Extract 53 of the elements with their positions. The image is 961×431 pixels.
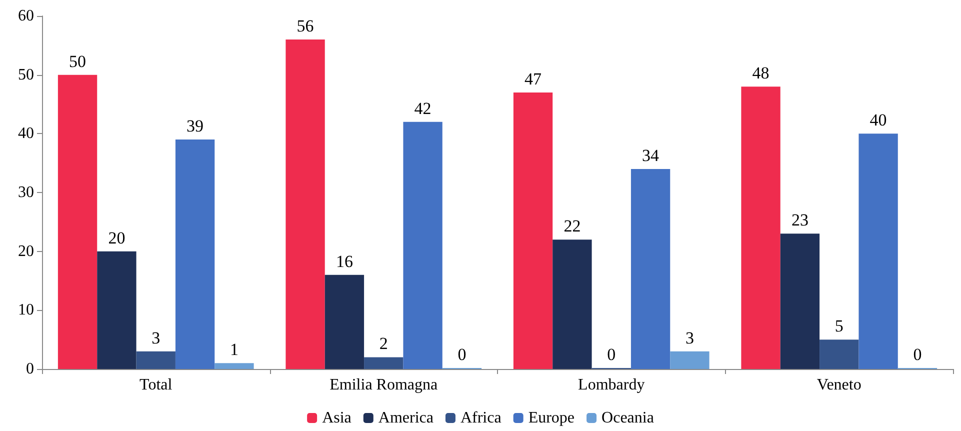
data-label: 20 [108, 228, 126, 248]
y-tick-label: 60 [18, 8, 34, 24]
data-label: 0 [913, 345, 922, 364]
bar [552, 240, 592, 369]
data-label: 2 [379, 334, 388, 354]
bar [780, 234, 820, 369]
data-label: 0 [458, 345, 466, 364]
bar [324, 274, 364, 369]
bar [58, 74, 98, 369]
bar [97, 251, 136, 369]
bar [630, 168, 670, 369]
data-label: 3 [152, 328, 160, 348]
data-label: 0 [607, 345, 616, 364]
data-label: 1 [230, 340, 238, 360]
x-tick-label: Lombardy [578, 376, 645, 394]
x-tick-label: Veneto [816, 376, 862, 394]
bar [214, 363, 254, 369]
legend-label: Europe [528, 410, 575, 426]
x-tick-label: Emilia Romagna [330, 376, 438, 394]
bar [820, 340, 859, 369]
bar [364, 357, 404, 369]
y-tick-label: 30 [18, 184, 34, 201]
data-label: 39 [186, 116, 204, 136]
data-label: 16 [336, 252, 353, 271]
data-label: 47 [524, 69, 542, 88]
bar [858, 134, 898, 369]
y-tick-label: 0 [26, 360, 34, 378]
data-label: 3 [685, 328, 694, 348]
bar [175, 140, 215, 369]
data-label: 22 [564, 216, 581, 236]
bar [513, 92, 553, 369]
data-label: 23 [791, 210, 808, 230]
data-label: 5 [834, 316, 844, 336]
bar [403, 122, 442, 369]
data-label: 34 [642, 146, 660, 165]
data-label: 56 [296, 16, 314, 36]
x-tick-label: Total [140, 376, 173, 394]
legend-label: Oceania [602, 410, 654, 426]
y-tick-label: 50 [18, 66, 34, 84]
data-label: 40 [870, 110, 887, 130]
data-label: 48 [752, 64, 770, 83]
bar [286, 40, 325, 369]
y-tick-label: 20 [18, 242, 34, 260]
y-tick-label: 10 [18, 302, 34, 319]
data-label: 42 [414, 98, 432, 118]
bar [741, 86, 780, 369]
bar [670, 351, 710, 369]
data-label: 50 [69, 52, 86, 71]
legend-label: Africa [460, 410, 502, 426]
bar [136, 351, 176, 369]
legend-label: Asia [322, 410, 352, 426]
y-tick-label: 40 [18, 125, 34, 142]
legend-label: America [378, 410, 434, 426]
